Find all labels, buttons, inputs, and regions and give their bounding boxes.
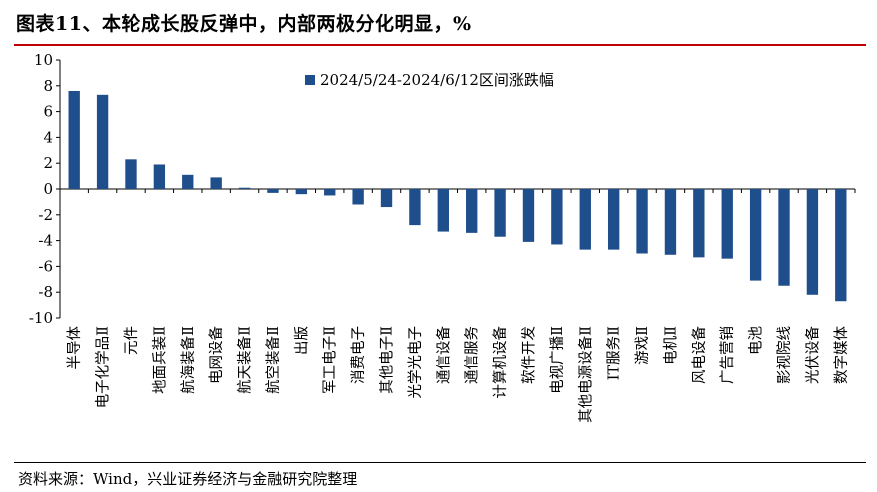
bar <box>607 189 620 250</box>
category-label: 电视广播Ⅱ <box>549 326 566 394</box>
y-tick-label: -2 <box>38 206 53 224</box>
bar <box>324 189 336 196</box>
y-tick-label: 4 <box>43 128 53 146</box>
legend-label: 2024/5/24-2024/6/12区间涨跌幅 <box>320 71 554 89</box>
bar <box>295 189 308 195</box>
y-tick-label: -6 <box>38 257 53 275</box>
category-label: 光伏设备 <box>804 326 821 384</box>
category-label: 其他电源设备Ⅱ <box>577 326 594 423</box>
category-label: 风电设备 <box>691 326 708 384</box>
category-label: 游戏Ⅱ <box>634 326 651 365</box>
bar <box>437 189 449 232</box>
category-label: 软件开发 <box>520 326 537 384</box>
category-label: 通信服务 <box>464 326 481 384</box>
bar <box>182 174 194 189</box>
title-divider <box>14 44 866 46</box>
bar <box>153 164 166 189</box>
bar <box>238 187 251 189</box>
y-tick-label: -8 <box>38 283 53 301</box>
category-label: IT服务Ⅱ <box>606 326 623 380</box>
bar <box>68 90 80 189</box>
category-label: 计算机设备 <box>492 326 509 399</box>
bar <box>352 189 364 205</box>
y-tick-label: 0 <box>43 180 53 198</box>
category-label: 电网设备 <box>208 326 225 384</box>
category-label: 其他电子Ⅱ <box>379 326 396 394</box>
category-label: 航空装备Ⅱ <box>265 326 282 394</box>
category-label: 电子化学品Ⅱ <box>95 326 112 408</box>
category-label: 广告营销 <box>719 326 736 384</box>
category-label: 航天装备Ⅱ <box>237 326 254 394</box>
page-title: 图表11、本轮成长股反弹中，内部两极分化明显，% <box>16 13 472 35</box>
bar <box>267 189 279 193</box>
category-label: 电池 <box>748 326 765 355</box>
legend-swatch <box>305 75 315 85</box>
category-label: 数字媒体 <box>833 326 850 384</box>
category-label: 地面兵装Ⅱ <box>151 326 168 394</box>
bar <box>125 159 137 189</box>
bar <box>409 189 421 226</box>
category-label: 元件 <box>123 326 140 355</box>
category-label: 军工电子Ⅱ <box>322 326 339 394</box>
bar <box>522 189 535 242</box>
source-divider <box>14 462 866 463</box>
category-label: 出版 <box>293 326 310 355</box>
bar <box>636 189 648 254</box>
bar <box>806 189 819 295</box>
category-label: 电机Ⅱ <box>662 326 679 365</box>
category-label: 消费电子 <box>350 326 367 384</box>
y-tick-label: -4 <box>38 232 53 250</box>
bar <box>749 189 762 281</box>
bar <box>210 177 222 189</box>
plot-area: 10 8 6 4 2 0 -2 -4 -6 -8 -10 半导体 电子化学品Ⅱ 元件 地面兵装Ⅱ 航海装备Ⅱ 电… <box>29 51 856 423</box>
category-label: 影视院线 <box>776 326 793 384</box>
bar <box>96 94 109 189</box>
bar <box>778 189 790 286</box>
y-tick-label: 6 <box>43 103 53 121</box>
bar <box>693 189 705 258</box>
legend: 2024/5/24-2024/6/12区间涨跌幅 <box>305 71 554 89</box>
y-tick-label: -10 <box>29 309 53 327</box>
bar <box>551 189 563 245</box>
category-label: 航海装备Ⅱ <box>180 326 197 394</box>
bar <box>494 189 506 237</box>
category-label: 光学光电子 <box>407 326 424 399</box>
bar <box>579 189 591 250</box>
category-label: 通信设备 <box>435 326 452 384</box>
category-label: 半导体 <box>66 326 83 370</box>
source-note: 资料来源：Wind，兴业证券经济与金融研究院整理 <box>18 470 358 488</box>
bar <box>835 189 847 302</box>
y-tick-label: 8 <box>43 77 53 95</box>
bar <box>380 189 393 208</box>
bar <box>664 189 677 255</box>
bar <box>466 189 478 233</box>
y-tick-label: 2 <box>43 154 53 172</box>
y-tick-label: 10 <box>34 51 53 69</box>
bar <box>721 189 733 259</box>
